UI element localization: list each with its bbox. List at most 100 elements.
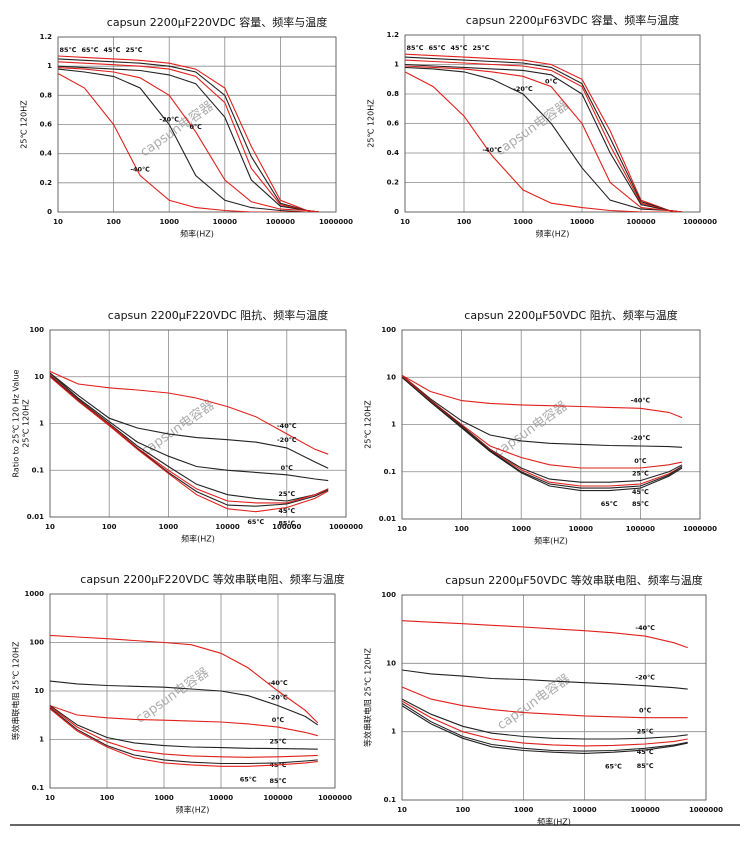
plot-frame (57, 36, 337, 213)
x-axis-label: 频率(HZ) (176, 805, 210, 815)
series-label: 25℃ (278, 490, 295, 498)
series-label: 45℃ (104, 46, 121, 54)
series-label: 85℃ (637, 762, 654, 770)
series-label: 45℃ (278, 507, 295, 515)
x-tick-label: 1000000 (683, 525, 717, 533)
x-tick-label: 100 (100, 794, 115, 802)
series-label: 65℃ (240, 776, 257, 784)
x-axis-label: 频率(HZ) (181, 534, 215, 544)
series-label: 45℃ (637, 748, 654, 756)
series-label: 65℃ (429, 44, 446, 52)
series-line (402, 698, 688, 740)
x-tick-label: 1000 (514, 806, 534, 814)
series-line (58, 67, 320, 212)
chart-title: capsun 2200μF220VDC 等效串联电阻、频率与温度 (80, 572, 344, 586)
x-tick-label: 1000000 (319, 218, 353, 226)
x-tick-label: 1000 (159, 523, 179, 531)
series-line (50, 374, 329, 504)
y-tick-label: 1.2 (40, 33, 53, 41)
series-label: -40℃ (130, 166, 150, 174)
y-tick-label: 0.4 (40, 150, 53, 158)
series-label: 0℃ (545, 78, 558, 86)
series-label: 85℃ (270, 777, 287, 785)
y-tick-label: 0.6 (40, 121, 53, 129)
series-label: 65℃ (247, 518, 264, 526)
series-line (405, 56, 683, 212)
x-tick-label: 1000 (154, 794, 174, 802)
series-label: -20℃ (513, 85, 533, 93)
series-label: -40℃ (268, 679, 288, 687)
series-line (50, 374, 329, 502)
series-label: -20℃ (159, 116, 179, 124)
series-line (402, 669, 688, 690)
series-line (50, 707, 318, 765)
series-label: 45℃ (451, 44, 468, 52)
series-line (402, 705, 688, 754)
series-line (402, 374, 683, 448)
x-tick-label: 100 (102, 523, 117, 531)
series-line (50, 372, 329, 469)
series-label: 0℃ (272, 716, 285, 724)
x-axis-label: 频率(HZ) (536, 229, 570, 239)
y-axis-label: 25℃ 120HZ (367, 99, 376, 148)
x-tick-label: 100000 (266, 218, 295, 226)
series-label: 85℃ (632, 500, 649, 508)
series-line (402, 374, 683, 419)
x-tick-label: 1000 (513, 218, 533, 226)
series-label: 85℃ (60, 46, 77, 54)
chart-title: capsun 2200μF50VDC 阻抗、频率与温度 (464, 308, 677, 322)
series-label: -20℃ (635, 674, 655, 682)
y-axis-label: 25℃ 120HZ (20, 100, 29, 149)
series-line (58, 73, 320, 212)
plot-frame (401, 594, 707, 801)
series-line (50, 708, 318, 767)
chart-title: capsun 2200μF220VDC 容量、频率与温度 (107, 15, 327, 29)
y-tick-label: 1000 (25, 590, 45, 598)
y-axis-label: 等效串联电阻 25℃ 120HZ (363, 647, 373, 747)
series-line (50, 705, 318, 737)
y-tick-label: 0.1 (32, 466, 45, 474)
chart-title: capsun 2200μF50VDC 等效串联电阻、频率与温度 (445, 573, 702, 587)
series-label: 25℃ (270, 738, 287, 746)
y-tick-label: 1 (39, 736, 44, 744)
series-line (58, 65, 320, 212)
chart-title: capsun 2200μF220VDC 阻抗、频率与温度 (108, 308, 328, 322)
series-line (402, 686, 688, 719)
x-axis-label: 频率(HZ) (180, 229, 214, 239)
y-axis-label: Ratio to 25℃ 120 Hz Value (12, 369, 21, 477)
y-tick-label: 0.1 (384, 796, 397, 804)
y-tick-label: 0 (47, 208, 52, 216)
series-label: -20℃ (277, 436, 297, 444)
series-line (50, 706, 318, 758)
series-label: 85℃ (278, 519, 295, 527)
series-label: 0℃ (639, 707, 652, 715)
series-label: -40℃ (635, 624, 655, 632)
x-tick-label: 1000000 (318, 794, 352, 802)
x-tick-label: 1000000 (329, 523, 363, 531)
y-tick-label: 10 (34, 373, 44, 381)
series-label: 0℃ (190, 123, 203, 131)
series-line (50, 634, 319, 724)
y-tick-label: 0.01 (379, 515, 396, 523)
series-label: 25℃ (473, 44, 490, 52)
series-label: 25℃ (126, 46, 143, 54)
x-tick-label: 10000 (572, 806, 596, 814)
series-line (50, 705, 318, 750)
series-line (402, 376, 683, 492)
series-label: 85℃ (407, 44, 424, 52)
x-tick-label: 10 (397, 806, 407, 814)
x-tick-label: 1000000 (683, 218, 717, 226)
x-tick-label: 10 (45, 523, 55, 531)
x-tick-label: 10 (397, 525, 407, 533)
y-tick-label: 0.8 (387, 90, 400, 98)
series-label: 25℃ (632, 470, 649, 478)
plot-frame (401, 329, 701, 520)
plot-frame (49, 593, 336, 789)
series-line (58, 55, 320, 212)
x-tick-label: 10000 (569, 525, 593, 533)
series-line (50, 370, 329, 455)
x-tick-label: 100000 (626, 218, 655, 226)
y-axis-label-2: 25℃ 120HZ (22, 399, 31, 448)
